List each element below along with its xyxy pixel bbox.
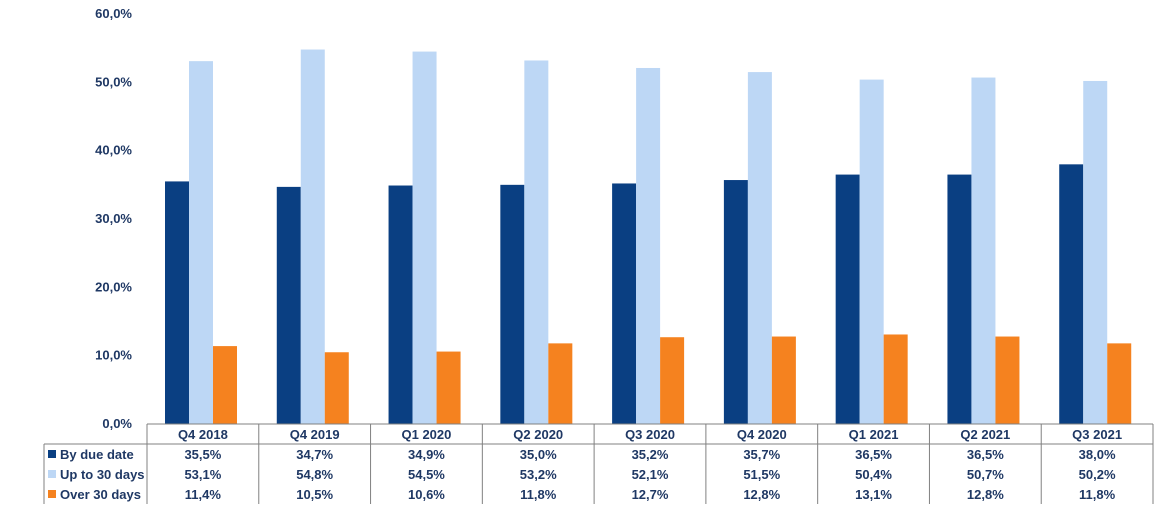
data-label: 35,5% (184, 447, 221, 462)
bar-2 (412, 51, 437, 424)
legend-swatch (48, 450, 56, 458)
data-label: 36,5% (855, 447, 892, 462)
data-label: 10,6% (408, 487, 445, 502)
bar-3 (324, 352, 349, 424)
bar-2 (189, 61, 213, 425)
bar-1 (165, 181, 189, 424)
data-label: 13,1% (855, 487, 892, 502)
bar-1 (835, 174, 860, 424)
category-label: Q1 2021 (849, 427, 899, 442)
legend-label: By due date (60, 447, 134, 462)
legend-swatch (48, 490, 56, 498)
y-tick-label: 60,0% (95, 6, 132, 21)
y-tick-label: 30,0% (95, 211, 132, 226)
data-label: 35,0% (520, 447, 557, 462)
data-label: 35,7% (743, 447, 780, 462)
bar-3 (660, 337, 685, 424)
data-label: 35,2% (632, 447, 669, 462)
data-label: 50,7% (967, 467, 1004, 482)
data-label: 53,1% (184, 467, 221, 482)
data-label: 54,5% (408, 467, 445, 482)
data-label: 54,8% (296, 467, 333, 482)
bar-1 (612, 183, 637, 424)
data-label: 36,5% (967, 447, 1004, 462)
bar-1 (388, 185, 413, 424)
bar-1 (723, 180, 748, 424)
bar-3 (771, 336, 796, 424)
y-tick-label: 40,0% (95, 143, 132, 158)
legend-label: Up to 30 days (60, 467, 145, 482)
data-label: 34,9% (408, 447, 445, 462)
category-label: Q4 2019 (290, 427, 340, 442)
data-label: 53,2% (520, 467, 557, 482)
data-label: 12,8% (967, 487, 1004, 502)
bar-1 (947, 174, 972, 424)
data-label: 38,0% (1079, 447, 1116, 462)
bar-2 (1083, 80, 1108, 424)
bar-2 (300, 49, 325, 425)
data-label: 50,2% (1079, 467, 1116, 482)
category-label: Q2 2020 (513, 427, 563, 442)
bar-2 (747, 72, 772, 424)
bar-3 (995, 336, 1020, 424)
bar-1 (276, 186, 301, 424)
data-label: 51,5% (743, 467, 780, 482)
y-tick-label: 0,0% (102, 416, 132, 431)
data-label: 52,1% (632, 467, 669, 482)
bar-1 (1059, 164, 1084, 425)
legend-swatch (48, 470, 56, 478)
bar-3 (436, 351, 461, 424)
bar-2 (524, 60, 549, 424)
data-label: 11,8% (520, 487, 557, 502)
data-label: 12,8% (743, 487, 780, 502)
y-tick-label: 50,0% (95, 74, 132, 89)
category-label: Q3 2021 (1072, 427, 1122, 442)
bar-3 (1107, 343, 1132, 424)
y-tick-label: 10,0% (95, 348, 132, 363)
data-label: 10,5% (296, 487, 333, 502)
y-tick-label: 20,0% (95, 279, 132, 294)
data-label: 34,7% (296, 447, 333, 462)
category-label: Q4 2020 (737, 427, 787, 442)
data-label: 11,4% (185, 487, 222, 502)
bar-1 (500, 184, 525, 424)
bar-3 (883, 334, 908, 424)
data-label: 50,4% (855, 467, 892, 482)
category-label: Q2 2021 (960, 427, 1010, 442)
data-label: 11,8% (1079, 487, 1116, 502)
category-label: Q3 2020 (625, 427, 675, 442)
bar-3 (548, 343, 573, 424)
bar-2 (971, 77, 996, 425)
category-label: Q4 2018 (178, 427, 228, 442)
bar-3 (213, 346, 237, 424)
bar-2 (636, 67, 661, 424)
data-label: 12,7% (632, 487, 669, 502)
category-label: Q1 2020 (402, 427, 452, 442)
legend-label: Over 30 days (60, 487, 141, 502)
bar-2 (859, 79, 884, 424)
